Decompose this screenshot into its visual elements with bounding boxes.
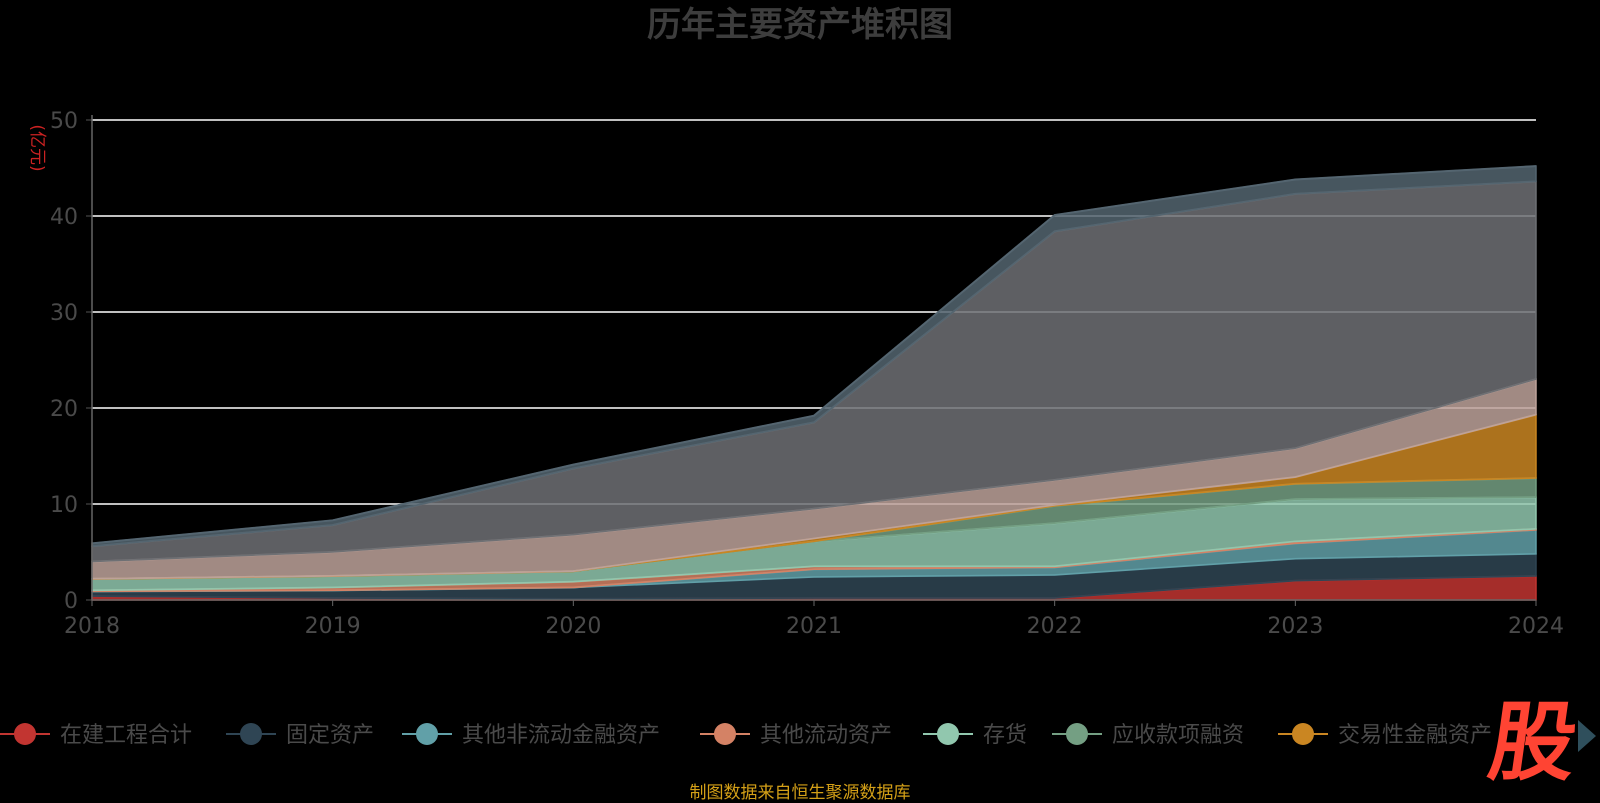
legend-marker-icon [937,723,959,745]
area-series-layer [91,165,1537,601]
x-tick-label: 2021 [786,614,842,639]
legend-item-2[interactable]: 其他非流动金融资产 [402,723,660,748]
legend-label: 应收款项融资 [1112,723,1244,748]
legend-label: 存货 [983,723,1027,748]
y-tick-label: 40 [50,205,78,230]
legend-marker-icon [1292,723,1314,745]
x-tick-label: 2020 [545,614,601,639]
data-source-note: 制图数据来自恒生聚源数据库 [689,783,911,803]
legend-item-6[interactable]: 交易性金融资产 [1278,723,1492,748]
y-tick-label: 20 [50,397,78,422]
legend-item-1[interactable]: 固定资产 [226,723,374,748]
x-tick-label: 2022 [1027,614,1083,639]
legend-label: 其他非流动金融资产 [462,723,660,748]
y-tick-label: 10 [50,493,78,518]
legend-label: 在建工程合计 [60,723,192,748]
axes: 0 10 20 30 40 50 2018 2019 2020 2021 2022 2023 2024 [50,109,1564,639]
watermark-logo: 股 [1482,693,1584,793]
x-tick-label: 2019 [305,614,361,639]
legend-marker-icon [14,723,36,745]
legend-next-page-arrow[interactable] [1578,720,1596,752]
legend-item-5[interactable]: 应收款项融资 [1052,723,1244,748]
legend-marker-icon [240,723,262,745]
legend-marker-icon [416,723,438,745]
legend-label: 其他流动资产 [760,723,892,748]
legend-marker-icon [714,723,736,745]
x-tick-label: 2023 [1267,614,1323,639]
legend-label: 交易性金融资产 [1338,723,1492,748]
x-tick-label: 2024 [1508,614,1564,639]
legend-item-4[interactable]: 存货 [923,723,1027,748]
x-tick-label: 2018 [64,614,120,639]
area-series-line-9 [91,165,1537,545]
y-axis-unit-label: (亿元) [27,124,47,171]
legend[interactable]: 在建工程合计 固定资产 其他非流动金融资产 其他流动资产 存货 应收款项融资 交易性金融资产 [0,723,1492,748]
y-tick-label: 0 [64,589,78,614]
y-tick-label: 30 [50,301,78,326]
chart-title: 历年主要资产堆积图 [647,5,953,45]
y-tick-label: 50 [50,109,78,134]
legend-label: 固定资产 [286,723,374,748]
legend-item-3[interactable]: 其他流动资产 [700,723,892,748]
legend-item-0[interactable]: 在建工程合计 [0,723,192,748]
legend-marker-icon [1066,723,1088,745]
